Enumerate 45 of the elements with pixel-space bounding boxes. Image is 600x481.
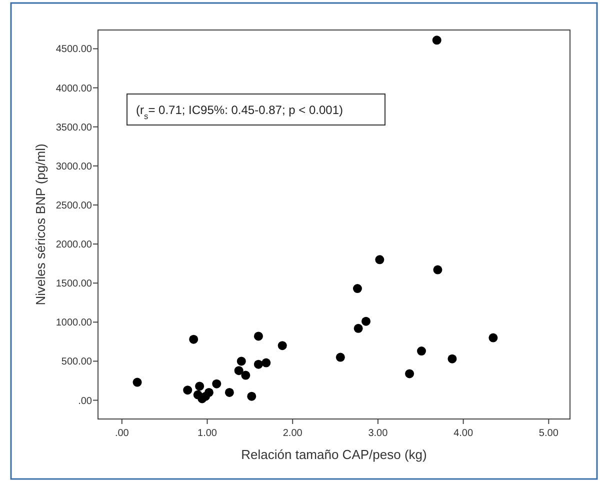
x-tick-label: 1.00 — [198, 428, 218, 439]
point — [247, 392, 256, 401]
y-tick-label: 500.00 — [61, 356, 92, 368]
point — [278, 341, 287, 350]
point — [336, 352, 345, 362]
x-tick-label: 3.00 — [368, 428, 388, 439]
point — [432, 36, 442, 45]
y-tick-label: 3500.00 — [56, 122, 92, 134]
y-tick-label: 4500.00 — [56, 44, 92, 56]
annotation: (r$_{s}$= 0.71; IC95%: 0.45-0.87; p < 0.001) — [136, 103, 343, 121]
point — [254, 360, 263, 369]
point — [234, 366, 244, 376]
point — [236, 356, 246, 366]
x-tick-label: 2.00 — [282, 428, 303, 439]
x-tick-label: 4.00 — [454, 428, 474, 439]
point — [262, 358, 271, 368]
point — [183, 386, 192, 395]
y-tick-label: 1500.00 — [56, 278, 92, 290]
y-tick-label: 2000.00 — [56, 240, 92, 251]
x-tick-label: .00 — [114, 428, 130, 439]
point — [212, 379, 222, 388]
point — [352, 284, 362, 294]
point — [132, 378, 142, 387]
y-tick-label: 2500.00 — [56, 200, 92, 212]
point — [354, 324, 363, 333]
point — [224, 388, 234, 397]
point — [195, 382, 204, 391]
x-axis-title: Relación tamaño CAP/peso (kg) — [241, 447, 427, 462]
point — [241, 370, 250, 380]
y-tick-label: 4000.00 — [56, 83, 92, 94]
point — [433, 265, 442, 274]
y-tick-label: 3000.00 — [56, 161, 92, 172]
point — [254, 332, 263, 341]
y-tick-label: 1000.00 — [56, 318, 92, 329]
point — [189, 334, 198, 344]
x-tick-label: 5.00 — [538, 428, 559, 439]
point — [362, 316, 371, 326]
point — [405, 369, 414, 378]
point — [375, 255, 384, 264]
point — [448, 354, 457, 364]
point — [488, 333, 498, 342]
y-axis-title: Niveles séricos BNP (pg/ml) — [33, 144, 48, 306]
y-tick-label: .00 — [78, 396, 92, 407]
point — [416, 346, 426, 356]
point — [204, 388, 214, 397]
